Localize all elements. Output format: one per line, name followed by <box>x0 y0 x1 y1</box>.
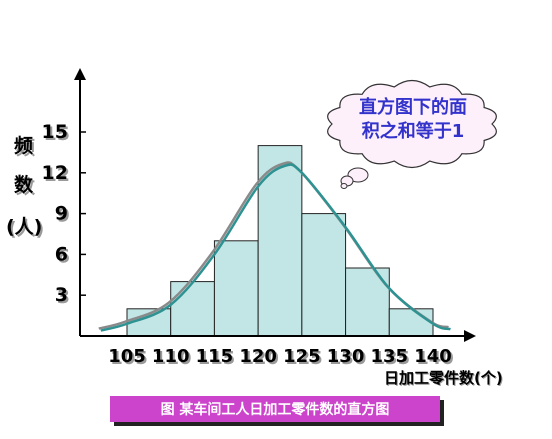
bar-130-135 <box>345 267 390 337</box>
y-tick-label-3: 3 <box>55 284 68 306</box>
curve-layer <box>98 161 451 332</box>
y-axis-label-line-2: 数 <box>14 173 34 196</box>
caption-text: 图 某车间工人日加工零件数的直方图 <box>161 401 390 418</box>
x-tick-label-shadow-130: 130 <box>329 348 367 369</box>
x-tick-label-140: 140 <box>414 346 452 367</box>
y-axis-label-line-1-shadow: 频 <box>16 136 35 159</box>
x-tick-label-115: 115 <box>196 346 234 367</box>
callout-bubble: 直方图下的面 积之和等于1 <box>327 79 497 189</box>
callout-line-2: 积之和等于1 <box>362 120 465 142</box>
x-tick-label-110: 110 <box>152 346 190 367</box>
x-tick-label-shadow-140: 140 <box>416 348 454 369</box>
cloud-outline <box>327 79 497 169</box>
bar-115-120 <box>213 240 259 337</box>
x-tick-label-105: 105 <box>108 346 146 367</box>
density-curve <box>100 163 451 332</box>
y-axis-label-line-1: 频 <box>14 134 33 157</box>
x-axis-label: 日加工零件数(个) <box>384 369 503 387</box>
y-tick-label-shadow-15: 15 <box>44 123 70 145</box>
bar-125-130 <box>301 213 347 337</box>
bubble-dot-small <box>340 183 348 189</box>
x-tick-label-130: 130 <box>327 346 365 367</box>
y-tick-label-12: 12 <box>42 162 68 184</box>
y-axis-label-line-3-shadow: (人) <box>8 218 44 240</box>
bars-layer <box>126 145 434 337</box>
x-tick-label-125: 125 <box>283 346 321 367</box>
x-tick-label-shadow-110: 110 <box>154 348 192 369</box>
y-tick-label-shadow-12: 12 <box>44 164 70 186</box>
x-tick-label-shadow-125: 125 <box>285 348 323 369</box>
x-tick-label-shadow-105: 105 <box>110 348 148 369</box>
x-tick-label-135: 135 <box>370 346 408 367</box>
bubble-dot-large <box>347 167 369 183</box>
y-tick-label-shadow-3: 3 <box>57 286 70 308</box>
y-axis-label: 频 频 数 数 (人) (人) <box>6 134 44 240</box>
y-tick-label-15: 15 <box>42 121 68 143</box>
x-axis-label-shadow: 日加工零件数(个) <box>385 370 504 388</box>
bar-110-115 <box>170 281 215 337</box>
bar-135-140 <box>388 308 434 337</box>
y-tick-label-6: 6 <box>55 243 68 265</box>
x-tick-label-120: 120 <box>239 346 277 367</box>
caption-box <box>110 396 440 422</box>
y-axis-label-line-3: (人) <box>6 216 42 238</box>
y-tick-label-shadow-6: 6 <box>57 245 70 267</box>
y-tick-label-shadow-9: 9 <box>57 205 70 227</box>
y-axis-label-line-2-shadow: 数 <box>16 175 36 198</box>
x-tick-label-shadow-120: 120 <box>241 348 279 369</box>
y-tick-label-9: 9 <box>55 203 68 225</box>
callout-line-1: 直方图下的面 <box>359 96 467 118</box>
x-tick-label-shadow-115: 115 <box>198 348 236 369</box>
cloud-shape <box>327 79 497 169</box>
x-tick-label-shadow-135: 135 <box>372 348 410 369</box>
